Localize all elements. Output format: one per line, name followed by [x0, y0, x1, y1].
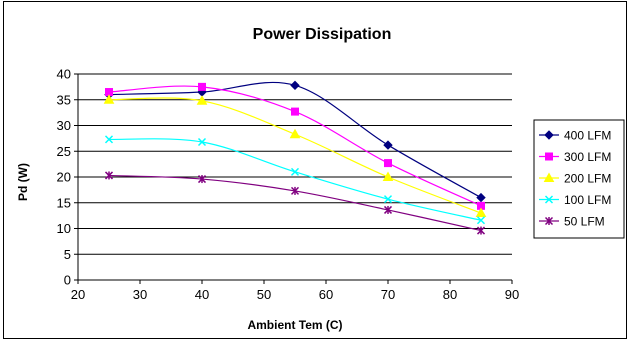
- x-tick-label: 40: [195, 287, 209, 302]
- x-tick-label: 30: [133, 287, 147, 302]
- legend-marker: [545, 152, 553, 161]
- marker-triangle: [382, 171, 394, 181]
- legend-marker: [544, 216, 554, 226]
- data-point: [290, 186, 300, 195]
- data-point: [476, 226, 486, 235]
- legend-label: 100 LFM: [564, 193, 611, 207]
- marker-triangle: [103, 94, 115, 104]
- x-tick-label: 50: [257, 287, 271, 302]
- marker-square: [291, 107, 299, 116]
- data-point: [197, 175, 207, 184]
- chart-frame: Power Dissipation 0 5 10 15 20 25 30 35 40 20 30 40…: [3, 1, 627, 339]
- marker-diamond: [383, 140, 393, 150]
- marker-x-stroke: [383, 195, 393, 204]
- y-tick-label: 5: [64, 247, 71, 262]
- series-layer: [103, 80, 487, 235]
- marker-x-stroke: [197, 137, 207, 147]
- x-tick-label: 90: [505, 287, 519, 302]
- data-point: [475, 207, 487, 218]
- y-tick-label: 30: [57, 118, 71, 133]
- data-point: [383, 205, 393, 214]
- x-tick-label: 80: [443, 287, 457, 302]
- x-tick-label: 70: [381, 287, 395, 302]
- marker-x-stroke: [290, 167, 300, 176]
- y-tick-label: 40: [57, 67, 71, 82]
- y-tick-label: 0: [64, 273, 71, 288]
- chart: Power Dissipation 0 5 10 15 20 25 30 35 40 20 30 40…: [16, 26, 625, 332]
- data-point: [197, 137, 207, 147]
- legend-label: 400 LFM: [564, 129, 611, 143]
- marker-x-stroke: [476, 216, 486, 225]
- y-tick-label: 20: [57, 170, 71, 185]
- data-point: [103, 94, 115, 104]
- data-point: [290, 167, 300, 176]
- marker-triangle: [543, 172, 555, 182]
- marker-square: [545, 152, 553, 161]
- data-point: [382, 171, 394, 181]
- data-point: [198, 82, 206, 91]
- data-point: [383, 195, 393, 204]
- legend-marker: [544, 195, 554, 204]
- legend-label: 50 LFM: [564, 215, 605, 229]
- data-point: [384, 159, 392, 168]
- legend-label: 200 LFM: [564, 172, 611, 186]
- marker-triangle: [196, 95, 208, 105]
- data-point: [104, 171, 114, 180]
- x-axis-title: Ambient Tem (C): [247, 318, 342, 332]
- y-axis-title: Pd (W): [16, 163, 30, 201]
- marker-triangle: [289, 128, 301, 139]
- marker-diamond: [476, 192, 486, 203]
- x-tick-label: 60: [319, 287, 333, 302]
- data-point: [383, 140, 393, 150]
- marker-x-stroke: [104, 135, 114, 144]
- axes: 0 5 10 15 20 25 30 35 40 20 30 40 50 60 70 80 90: [57, 67, 520, 303]
- data-point: [476, 192, 486, 203]
- data-point: [476, 216, 486, 225]
- y-tick-label: 25: [57, 144, 71, 159]
- legend-marker: [544, 130, 554, 140]
- x-tick-label: 20: [71, 287, 85, 302]
- marker-diamond: [290, 80, 300, 91]
- y-tick-label: 35: [57, 92, 71, 107]
- y-tick-label: 15: [57, 195, 71, 210]
- data-point: [104, 135, 114, 144]
- data-point: [290, 80, 300, 91]
- data-point: [291, 107, 299, 116]
- chart-title: Power Dissipation: [253, 26, 392, 43]
- data-point: [196, 95, 208, 105]
- marker-square: [384, 159, 392, 168]
- legend: 400 LFM 300 LFM 200 LFM 100 LFM 50 LFM: [533, 119, 625, 239]
- y-tick-label: 10: [57, 221, 71, 236]
- marker-x-stroke: [544, 195, 554, 204]
- legend-label: 300 LFM: [564, 150, 611, 164]
- marker-triangle: [475, 207, 487, 218]
- data-point: [289, 128, 301, 139]
- marker-square: [198, 82, 206, 91]
- grid: [78, 73, 512, 255]
- marker-diamond: [544, 130, 554, 140]
- legend-marker: [543, 172, 555, 182]
